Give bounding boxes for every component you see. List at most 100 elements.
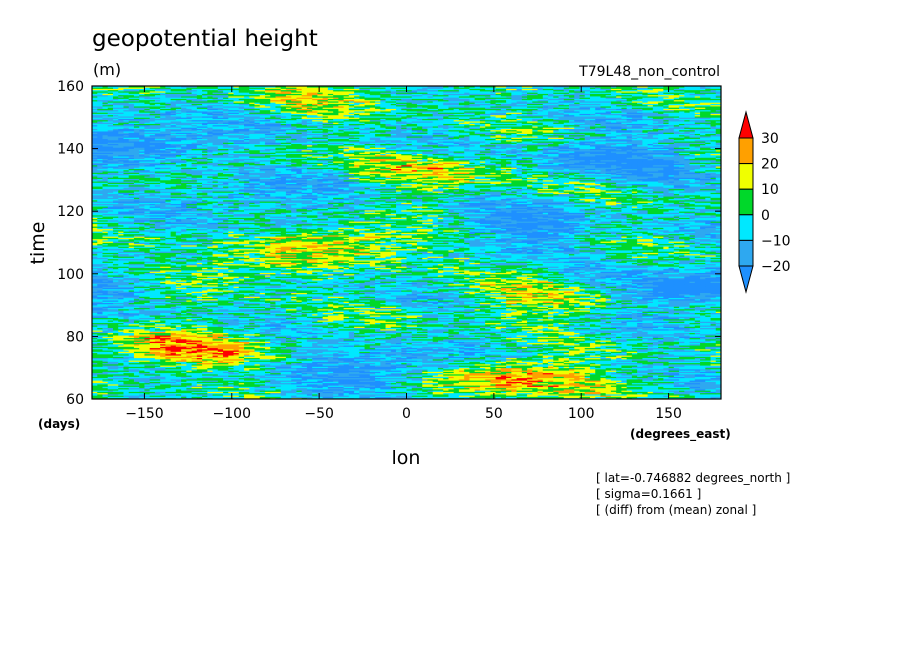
- heatmap-cell: [642, 356, 659, 359]
- heatmap-cell: [469, 396, 481, 399]
- heatmap-cell: [406, 376, 423, 379]
- heatmap-cell: [542, 361, 549, 364]
- heatmap-cell: [527, 378, 538, 381]
- heatmap-cell: [92, 380, 103, 382]
- heatmap-cell: [694, 388, 706, 391]
- heatmap-cell: [527, 381, 538, 384]
- heatmap-cell: [506, 345, 517, 347]
- heatmap-cell: [642, 367, 654, 370]
- heatmap-cell: [348, 381, 365, 384]
- heatmap-cell: [375, 396, 392, 399]
- heatmap-cell: [354, 388, 360, 391]
- heatmap-cell: [196, 397, 213, 399]
- heatmap-cell: [652, 362, 664, 365]
- heatmap-cell: [181, 378, 198, 381]
- heatmap-cell: [406, 356, 418, 359]
- heatmap-cell: [647, 355, 659, 357]
- heatmap-cell: [705, 335, 721, 337]
- heatmap-cell: [548, 368, 559, 371]
- heatmap-cell: [92, 361, 109, 364]
- heatmap-cell: [139, 370, 145, 372]
- heatmap-cell: [107, 388, 119, 391]
- heatmap-cell: [600, 375, 607, 377]
- heatmap-cell: [490, 353, 502, 356]
- heatmap-cell: [537, 391, 544, 394]
- heatmap-cell: [616, 362, 622, 365]
- heatmap-cell: [175, 382, 182, 385]
- heatmap-cell: [102, 387, 109, 390]
- heatmap-cell: [568, 358, 580, 361]
- heatmap-cell: [385, 383, 402, 386]
- heatmap-cell: [244, 356, 261, 359]
- heatmap-cell: [196, 378, 213, 381]
- heatmap-cell: [233, 342, 245, 345]
- heatmap-cell: [600, 392, 607, 395]
- heatmap-cell: [217, 392, 224, 395]
- heatmap-cell: [207, 345, 224, 347]
- heatmap-cell: [306, 366, 313, 369]
- heatmap-cell: [500, 343, 512, 346]
- heatmap-cell: [658, 357, 675, 360]
- heatmap-cell: [160, 383, 166, 386]
- heatmap-cell: [390, 336, 397, 339]
- heatmap-cell: [626, 338, 643, 341]
- heatmap-cell: [160, 397, 172, 399]
- heatmap-cell: [558, 367, 565, 370]
- heatmap-cell: [668, 361, 685, 364]
- heatmap-cell: [689, 357, 696, 360]
- heatmap-cell: [406, 385, 418, 387]
- heatmap-cell: [306, 351, 324, 354]
- heatmap-cell: [416, 391, 428, 394]
- heatmap-cell: [511, 385, 523, 387]
- heatmap-cell: [610, 386, 617, 389]
- heatmap-cell: [191, 357, 198, 360]
- heatmap-cell: [338, 337, 355, 340]
- heatmap-cell: [616, 371, 622, 374]
- heatmap-cell: [133, 346, 140, 349]
- heatmap-cell: [322, 348, 329, 351]
- heatmap-cell: [175, 351, 187, 354]
- heatmap-cell: [375, 378, 392, 381]
- heatmap-cell: [144, 393, 156, 396]
- heatmap-cell: [427, 352, 444, 355]
- heatmap-cell: [170, 345, 177, 347]
- heatmap-cell: [296, 392, 313, 395]
- heatmap-cell: [443, 385, 460, 387]
- heatmap-cell: [563, 396, 580, 399]
- heatmap-cell: [668, 366, 675, 369]
- heatmap-cell: [107, 358, 124, 361]
- heatmap-cell: [563, 382, 570, 385]
- heatmap-cell: [500, 388, 517, 391]
- heatmap-cell: [301, 380, 318, 382]
- heatmap-cell: [118, 338, 135, 341]
- heatmap-cell: [589, 388, 596, 391]
- heatmap-cell: [301, 382, 313, 385]
- heatmap-cell: [165, 392, 177, 395]
- heatmap-cell: [626, 396, 638, 399]
- heatmap-cell: [301, 391, 313, 394]
- heatmap-cell: [264, 348, 276, 351]
- heatmap-cell: [668, 345, 680, 347]
- heatmap-cell: [202, 350, 208, 352]
- heatmap-cell: [668, 391, 675, 394]
- heatmap-cell: [610, 378, 617, 381]
- heatmap-cell: [616, 397, 633, 399]
- run-label: T79L48_non_control: [578, 64, 720, 80]
- heatmap-cell: [259, 358, 271, 361]
- heatmap-cell: [495, 347, 512, 350]
- heatmap-cell: [537, 390, 544, 392]
- heatmap-cell: [317, 341, 324, 344]
- heatmap-cell: [238, 358, 245, 361]
- heatmap-cell: [626, 353, 643, 356]
- heatmap-cell: [710, 350, 721, 352]
- heatmap-cell: [396, 371, 407, 374]
- heatmap-cell: [312, 385, 324, 387]
- heatmap-cell: [506, 397, 517, 399]
- heatmap-cell: [506, 381, 523, 384]
- heatmap-cell: [521, 395, 528, 397]
- heatmap-cell: [631, 355, 638, 357]
- heatmap-cell: [338, 376, 350, 379]
- heatmap-cell: [312, 390, 324, 392]
- heatmap-cell: [584, 336, 596, 339]
- heatmap-cell: [458, 365, 470, 367]
